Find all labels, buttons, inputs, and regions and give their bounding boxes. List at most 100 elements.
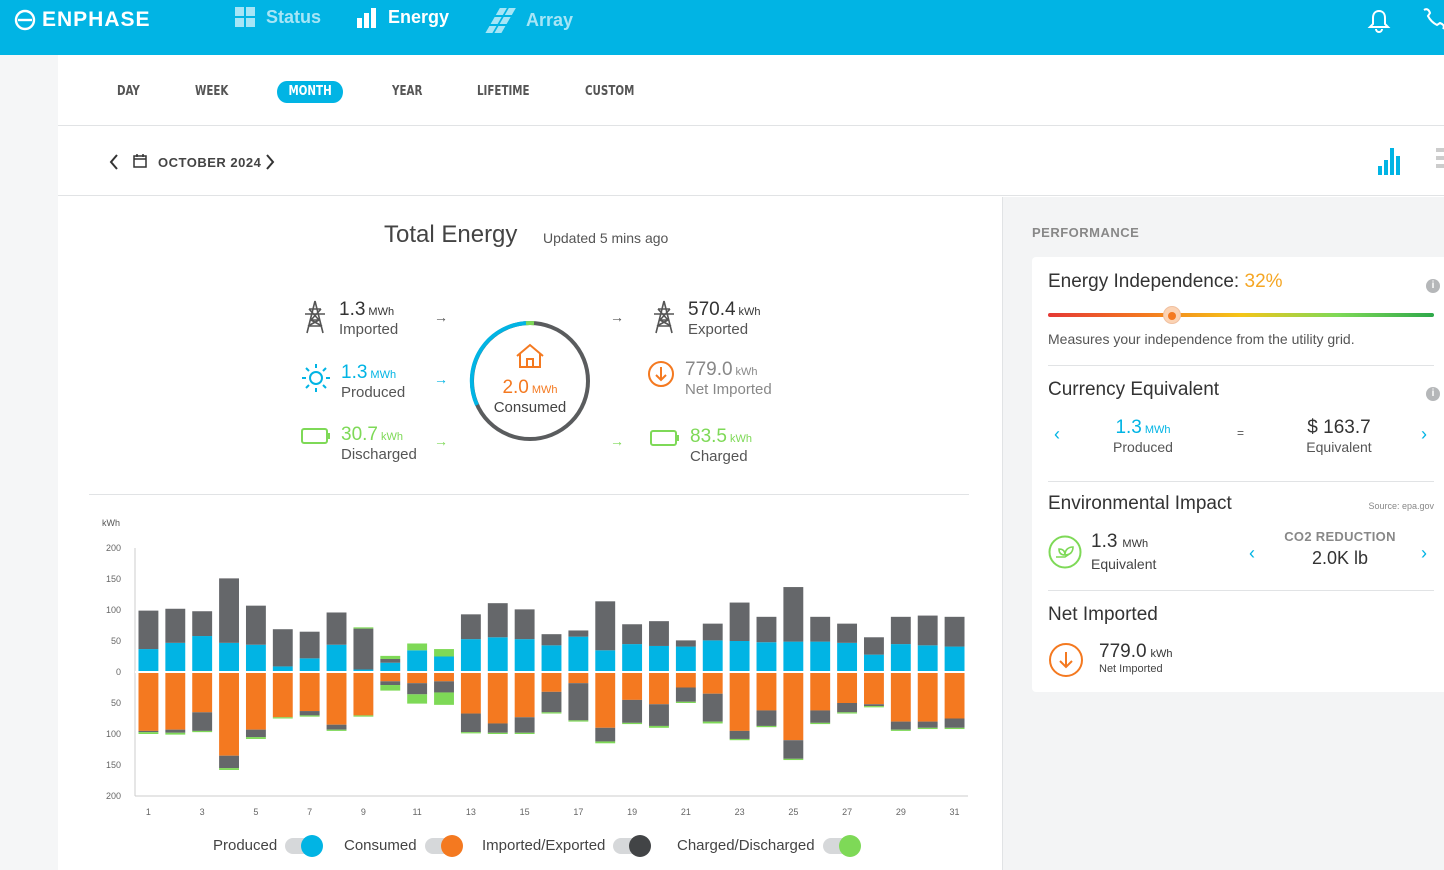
flow-charged[interactable]: 83.5 kWh Charged: [650, 427, 752, 465]
bar-consumed: [864, 672, 884, 705]
info-icon[interactable]: i: [1426, 387, 1440, 401]
bar-consumed: [434, 672, 454, 682]
consumed-summary[interactable]: 2.0 MWh Consumed: [468, 345, 592, 416]
bar-produced: [756, 642, 777, 672]
nav-status[interactable]: Status: [235, 6, 321, 28]
grid-icon: [235, 7, 255, 27]
y-tick-label: 100: [106, 729, 121, 739]
discharged-unit: kWh: [380, 431, 403, 443]
flow-exported[interactable]: 570.4 kWh Exported: [650, 300, 761, 338]
bar-produced: [837, 642, 858, 672]
arrow-exported: →: [610, 309, 624, 325]
chevron-right-icon[interactable]: [264, 153, 276, 171]
imported-exported-toggle[interactable]: [613, 834, 652, 857]
flow-imported[interactable]: 1.3 MWh Imported: [301, 300, 398, 338]
bar-produced: [245, 644, 266, 672]
nav-array[interactable]: Array: [485, 6, 573, 34]
x-tick-label: 23: [735, 807, 745, 817]
environment-sub: Equivalent: [1091, 556, 1157, 572]
x-tick-label: 19: [627, 807, 637, 817]
bar-charged: [568, 720, 589, 722]
bar-charged: [299, 715, 320, 717]
x-tick-label: 3: [200, 807, 205, 817]
bar-consumed: [460, 672, 481, 714]
equals-sign: =: [1237, 426, 1245, 440]
co2-reduction: CO2 REDUCTION 2.0K lb: [1278, 529, 1402, 569]
bar-consumed: [729, 672, 750, 731]
environment-prev-icon[interactable]: ‹: [1249, 543, 1255, 563]
bar-produced: [917, 645, 938, 672]
bar-exported: [837, 703, 858, 713]
bar-charged: [514, 732, 535, 734]
tab-week[interactable]: WEEK: [195, 84, 229, 99]
bell-icon[interactable]: [1367, 8, 1391, 34]
bar-charged: [944, 727, 965, 730]
environment-source: Source: epa.gov: [1368, 501, 1434, 511]
list-view-icon[interactable]: [1434, 146, 1444, 176]
bar-charged: [192, 730, 213, 733]
produced-toggle[interactable]: [285, 834, 324, 857]
calendar-icon[interactable]: [132, 153, 148, 169]
x-tick-label: 9: [361, 807, 366, 817]
bar-produced: [944, 646, 965, 672]
legend-consumed[interactable]: Consumed: [344, 834, 463, 857]
bar-exported: [192, 712, 213, 731]
bar-consumed: [675, 672, 696, 688]
enphase-logo[interactable]: ENPHASE: [14, 8, 151, 32]
info-icon[interactable]: i: [1426, 279, 1440, 293]
legend-imported-exported[interactable]: Imported/Exported: [482, 834, 652, 857]
bar-exported: [890, 721, 911, 730]
bar-charged: [890, 729, 911, 731]
y-tick-label: 150: [106, 760, 121, 770]
flow-net-imported[interactable]: 779.0 kWh Net Imported: [647, 360, 772, 398]
bar-produced: [810, 641, 831, 672]
bar-produced: [219, 642, 239, 672]
chevron-left-icon[interactable]: [108, 153, 120, 171]
flow-produced[interactable]: 1.3 MWh Produced: [301, 363, 405, 401]
nav-energy[interactable]: Energy: [357, 6, 449, 28]
independence-label: Energy Independence:: [1048, 271, 1240, 292]
bar-consumed: [890, 672, 911, 722]
legend-produced[interactable]: Produced: [213, 834, 324, 857]
charged-discharged-toggle[interactable]: [822, 834, 861, 857]
solar-array-icon: [485, 8, 516, 33]
currency-prev-icon[interactable]: ‹: [1054, 424, 1060, 444]
energy-independence: Energy Independence: 32% i Measures your…: [1048, 271, 1440, 366]
consumed-unit: MWh: [531, 384, 558, 396]
legend-charged-discharged[interactable]: Charged/Discharged: [677, 834, 861, 857]
consumed-toggle[interactable]: [424, 834, 463, 857]
bar-exported: [245, 729, 266, 738]
arrow-down-circle-icon: [648, 361, 674, 387]
y-tick-label: 200: [106, 543, 121, 553]
bar-imported: [380, 658, 401, 663]
bar-view-icon[interactable]: [1376, 146, 1404, 176]
bar-chart-icon: [357, 8, 376, 28]
environment-next-icon[interactable]: ›: [1421, 543, 1427, 563]
page-title: Total Energy: [384, 221, 518, 248]
bar-exported: [568, 683, 589, 721]
bar-produced: [299, 658, 320, 672]
bar-charged: [541, 712, 562, 714]
bar-imported: [541, 634, 562, 646]
phone-icon[interactable]: [1420, 6, 1444, 36]
tab-day[interactable]: DAY: [117, 84, 140, 99]
bar-exported: [944, 718, 965, 728]
bar-consumed: [917, 672, 938, 722]
section-divider: [89, 494, 969, 495]
bar-produced: [514, 639, 535, 672]
tab-year[interactable]: YEAR: [392, 84, 423, 99]
bar-produced: [541, 645, 562, 672]
currency-next-icon[interactable]: ›: [1421, 424, 1427, 444]
currency-equivalent: Currency Equivalent i ‹ 1.3 MWh Produced …: [1048, 379, 1440, 482]
flow-discharged[interactable]: 30.7 kWh Discharged: [301, 425, 417, 463]
net-imported-unit: kWh: [735, 366, 758, 378]
tab-custom[interactable]: CUSTOM: [585, 84, 635, 99]
charged-value: 83.5: [690, 426, 727, 447]
tab-month[interactable]: MONTH: [277, 81, 344, 103]
tab-lifetime[interactable]: LIFETIME: [477, 84, 530, 99]
date-label[interactable]: OCTOBER 2024: [158, 155, 262, 170]
bar-imported: [837, 623, 858, 643]
charged-label: Charged: [690, 448, 748, 465]
environment-equivalent: 1.3 MWh Equivalent: [1091, 531, 1156, 572]
